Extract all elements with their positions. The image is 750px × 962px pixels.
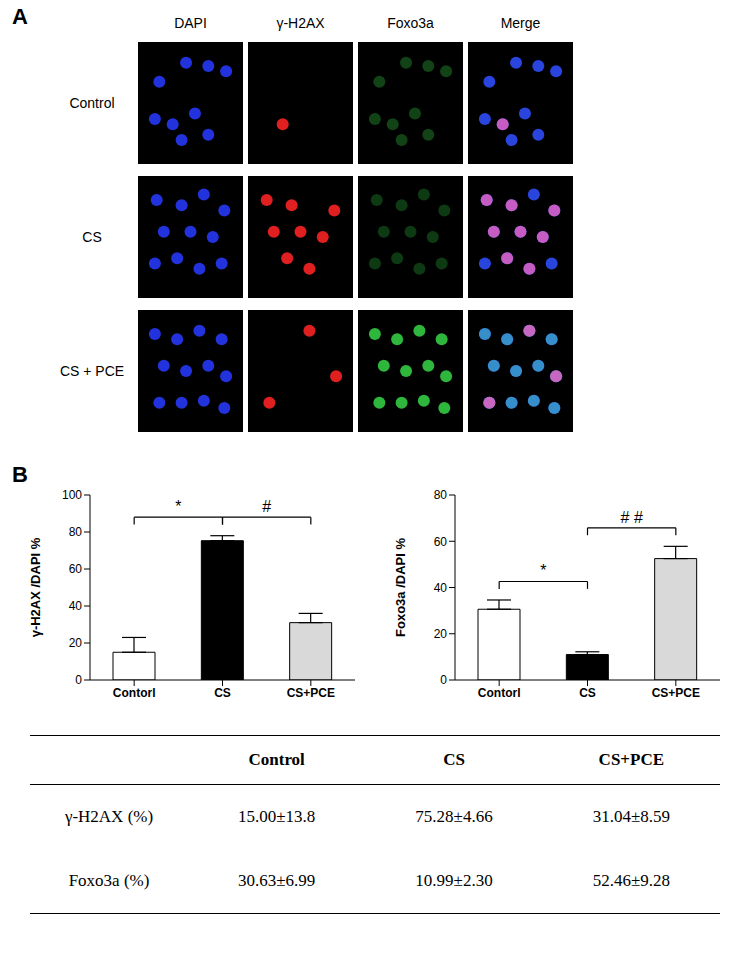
svg-text:0: 0 — [440, 673, 447, 687]
svg-text:CS+PCE: CS+PCE — [287, 686, 335, 700]
svg-text:Control: Control — [69, 95, 114, 111]
svg-text:CS: CS — [579, 686, 596, 700]
svg-text:Contorl: Contorl — [113, 686, 156, 700]
svg-text:γ-H2AX: γ-H2AX — [276, 15, 325, 31]
svg-text:Merge: Merge — [501, 15, 541, 31]
svg-text:*: * — [175, 498, 181, 515]
svg-text:Foxo3a /DAPI %: Foxo3a /DAPI % — [393, 538, 408, 637]
html-text:CS: CS — [443, 750, 465, 769]
svg-text:CS: CS — [214, 686, 231, 700]
svg-text:20: 20 — [434, 627, 448, 641]
svg-text:#: # — [262, 498, 271, 515]
svg-text:CS + PCE: CS + PCE — [60, 363, 124, 379]
svg-text:20: 20 — [69, 636, 83, 650]
svg-text:CS: CS — [82, 229, 101, 245]
html-text:Control: Control — [248, 750, 305, 769]
html-text:52.46±9.28: 52.46±9.28 — [592, 871, 670, 890]
html-text:Foxo3a (%): Foxo3a (%) — [68, 871, 150, 890]
svg-text:# #: # # — [621, 509, 643, 526]
svg-text:Contorl: Contorl — [478, 686, 521, 700]
svg-text:CS+PCE: CS+PCE — [652, 686, 700, 700]
html-text:31.04±8.59: 31.04±8.59 — [592, 807, 670, 826]
html-text:CS+PCE: CS+PCE — [598, 750, 664, 769]
svg-text:A: A — [12, 4, 28, 29]
html-text:75.28±4.66: 75.28±4.66 — [415, 807, 493, 826]
html-text:γ-H2AX (%): γ-H2AX (%) — [64, 807, 154, 826]
html-text:10.99±2.30: 10.99±2.30 — [415, 871, 493, 890]
svg-text:60: 60 — [434, 535, 448, 549]
svg-text:80: 80 — [434, 488, 448, 502]
svg-text:Foxo3a: Foxo3a — [387, 15, 434, 31]
html-text:B: B — [12, 462, 28, 487]
svg-text:60: 60 — [69, 562, 83, 576]
svg-text:γ-H2AX /DAPI %: γ-H2AX /DAPI % — [28, 537, 43, 637]
html-text:30.63±6.99: 30.63±6.99 — [238, 871, 316, 890]
svg-text:0: 0 — [75, 673, 82, 687]
html-text:15.00±13.8: 15.00±13.8 — [238, 807, 316, 826]
svg-text:80: 80 — [69, 525, 83, 539]
svg-text:*: * — [540, 562, 546, 579]
svg-text:40: 40 — [434, 581, 448, 595]
svg-text:DAPI: DAPI — [174, 15, 207, 31]
svg-text:100: 100 — [62, 488, 82, 502]
svg-text:40: 40 — [69, 599, 83, 613]
